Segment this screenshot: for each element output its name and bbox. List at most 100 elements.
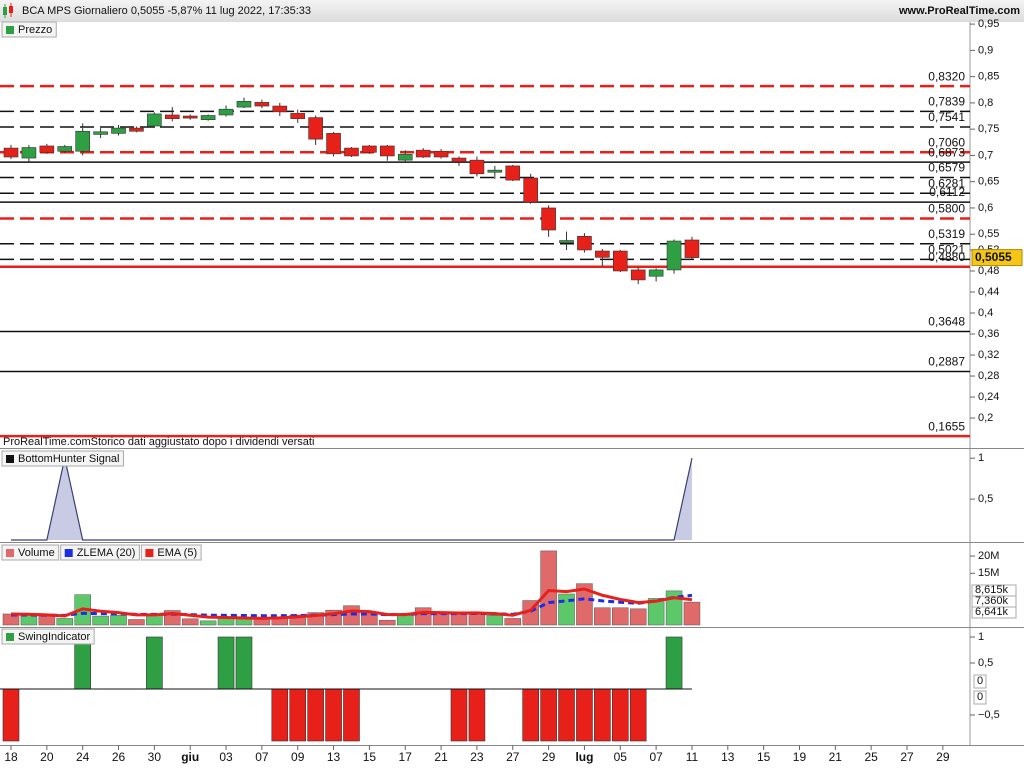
candle-body (129, 127, 144, 132)
legend-label: EMA (5) (157, 547, 197, 559)
y-tick-label: 0,6 (978, 202, 993, 214)
candle-body (433, 150, 449, 158)
legend-swatch (64, 549, 73, 557)
level-label: 0,5319 (928, 227, 965, 241)
y-tick-label: 0,95 (978, 18, 999, 30)
y-tick-label: −0,5 (978, 709, 1000, 721)
x-tick-label: 24 (76, 750, 90, 764)
candle-body (612, 250, 628, 272)
x-tick-label: 23 (470, 750, 484, 764)
legend-swatch (6, 455, 14, 463)
level-label: 0,5021 (928, 243, 965, 257)
swing-bar (611, 688, 629, 742)
volume-bar (486, 615, 504, 626)
candle-body (469, 159, 485, 175)
x-tick-label: 25 (864, 750, 878, 764)
swing-bar (325, 688, 342, 742)
volume-bar (450, 613, 468, 626)
last-value-label: 6,641k (975, 606, 1009, 618)
volume-bar (612, 607, 629, 626)
x-tick-label: 05 (614, 750, 628, 764)
candle-body (326, 133, 341, 155)
level-label: 0,6579 (928, 161, 965, 175)
legend-label: Volume (18, 547, 55, 559)
x-tick-label: 15 (363, 750, 377, 764)
candle-body (684, 239, 700, 258)
y-tick-label: 1 (978, 631, 984, 643)
candle-body (451, 157, 467, 163)
volume-bar (199, 620, 217, 626)
legend-item: ZLEMA (20) (60, 544, 140, 561)
y-tick-label: 0,65 (978, 176, 999, 188)
last-value-box (973, 690, 987, 705)
volume-bar (235, 618, 253, 626)
x-tick-label: 27 (900, 750, 914, 764)
x-tick-label: 11 (686, 750, 699, 764)
candle-body (577, 236, 592, 251)
volume-bar (146, 614, 163, 626)
candle-body (595, 250, 610, 258)
y-tick-label: 0,4 (978, 307, 993, 319)
volume-bar (414, 607, 432, 626)
level-label: 0,3648 (928, 315, 965, 329)
volume-bar (396, 614, 414, 626)
candle-body (39, 145, 55, 153)
y-tick-label: 0,55 (978, 228, 999, 240)
candle-body (541, 207, 556, 231)
y-tick-label: 0,85 (978, 71, 999, 83)
candle-body (362, 145, 377, 153)
last-value-box (973, 674, 987, 689)
candle-body (344, 147, 359, 157)
candle-body (666, 240, 682, 271)
y-tick-label: 0,5 (978, 493, 993, 505)
candle-body (200, 115, 216, 121)
level-label: 0,7839 (928, 95, 965, 109)
legend-box (1, 544, 60, 561)
x-tick-label: 26 (112, 750, 126, 764)
x-tick-label: giu (181, 750, 199, 764)
x-tick-label: 13 (327, 750, 341, 764)
swing-bar (540, 688, 557, 742)
candle-body (415, 149, 431, 158)
site-name[interactable]: www.ProRealTime.com (898, 5, 1020, 17)
legend-label: ZLEMA (20) (77, 547, 136, 559)
volume-bar (128, 619, 145, 626)
candle-body (3, 147, 19, 158)
volume-bar (289, 614, 306, 626)
y-tick-label: 20M (978, 550, 999, 562)
swing-bar (2, 688, 20, 742)
legend-item: Volume (1, 544, 60, 561)
candle-body (164, 114, 180, 119)
volume-bar (92, 615, 109, 626)
y-tick-label: 0,9 (978, 44, 993, 56)
legend-swatch (6, 549, 14, 557)
swing-bar (576, 688, 593, 742)
candle-body (559, 240, 574, 243)
y-tick-label: 0,7 (978, 149, 993, 161)
swing-bar (594, 688, 611, 742)
level-label: 0,6281 (928, 176, 965, 190)
level-label: 0,7541 (928, 110, 965, 124)
swing-bar (235, 636, 253, 690)
legend-box (1, 21, 57, 38)
volume-bar (540, 550, 557, 626)
y-tick-label: 0,24 (978, 391, 999, 403)
y-tick-label: 0,5 (978, 657, 993, 669)
last-value-label: 8,615k (975, 584, 1009, 596)
y-tick-label: 0,36 (978, 328, 999, 340)
legend-label: Prezzo (18, 24, 52, 36)
level-label: 0,6873 (928, 145, 965, 159)
volume-bar (647, 598, 665, 626)
volume-bar (110, 615, 127, 626)
y-tick-label: 0,75 (978, 123, 999, 135)
legend-item: SwingIndicator (1, 628, 95, 645)
level-label: 0,4880 (928, 250, 965, 264)
candle-body (254, 102, 270, 107)
level-label: 0,8320 (928, 69, 965, 83)
candle-body (218, 108, 234, 116)
swing-bar (307, 688, 324, 742)
x-tick-label: 13 (721, 750, 735, 764)
legend-label: SwingIndicator (18, 631, 90, 643)
x-tick-label: lug (575, 750, 593, 764)
candle-body (487, 169, 503, 173)
